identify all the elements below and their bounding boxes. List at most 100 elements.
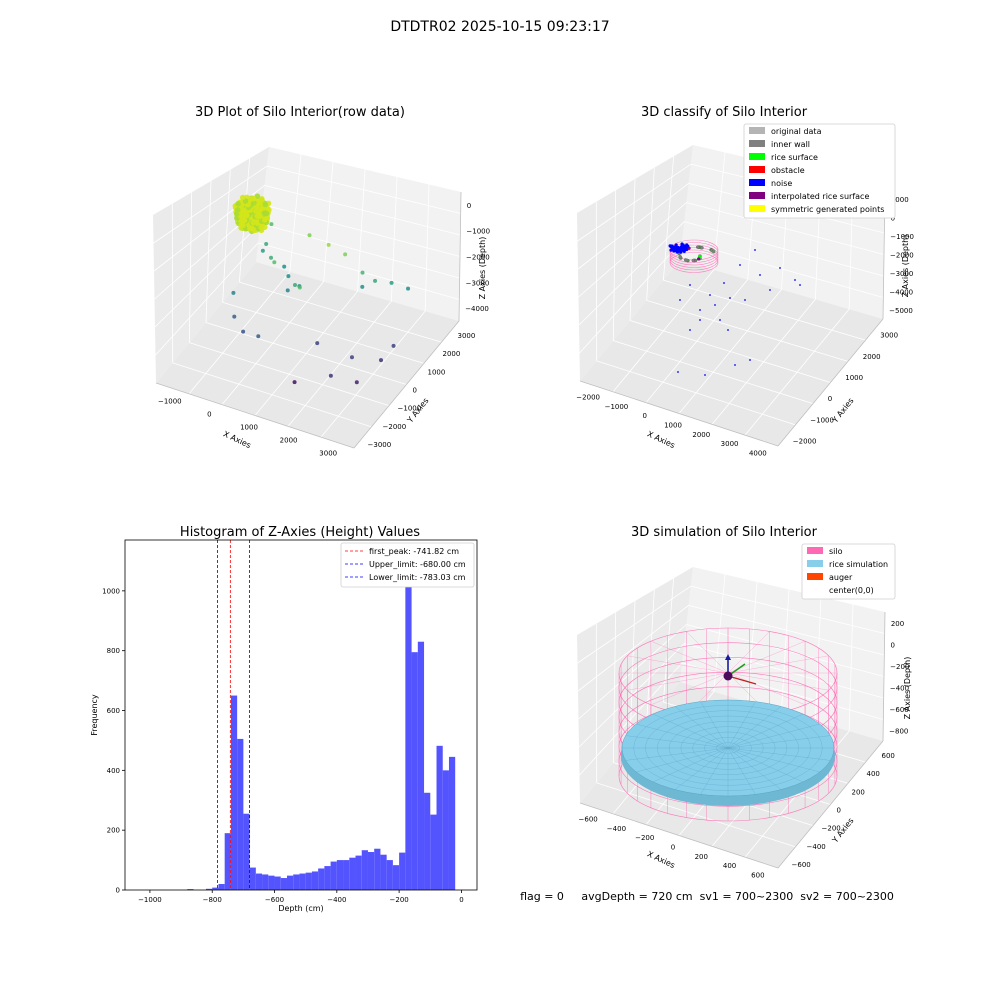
panel-classify-box: −2000 −1000 0 1000 2000 3000 4000 −2000 −1000 0 10… [576, 145, 914, 457]
panel-classify-legend: original data inner wall rice surface obsta… [743, 123, 896, 219]
histogram-yticks: 0 200 400 600 800 1000 [102, 587, 125, 895]
rice-mesh-spoke [625, 747, 729, 761]
rice-mesh-spoke [727, 706, 782, 749]
legend-label: silo [829, 547, 843, 556]
scatter-point [379, 358, 384, 363]
scatter-point [391, 343, 396, 348]
cluster-point [259, 196, 265, 203]
silo-spoke [627, 655, 729, 674]
p2-z-tick: −2000 [890, 252, 914, 260]
legend-label: rice simulation [829, 560, 888, 569]
p1-grid-line [266, 165, 461, 214]
histogram-y-tick-label: 1000 [102, 587, 120, 595]
classified-point [700, 246, 704, 250]
scatter-point [354, 380, 359, 385]
rice-mesh-spoke [727, 735, 831, 749]
histogram-bar [224, 833, 231, 890]
p2-y-tick: 1000 [845, 374, 863, 382]
interpolated-ring [669, 244, 719, 266]
noise-point [704, 374, 706, 376]
histogram-bar [280, 878, 287, 890]
legend-frame [743, 123, 896, 219]
histogram-x-tick-label: −800 [203, 896, 222, 904]
histogram-bar [349, 857, 356, 890]
noise-point [671, 246, 675, 250]
noise-point [754, 249, 756, 251]
rice-mesh-spoke [727, 747, 831, 761]
rice-mesh-spoke [652, 747, 729, 783]
histogram-bar [274, 876, 281, 890]
histogram-y-tick-label: 800 [107, 647, 120, 655]
cluster-point [243, 212, 250, 218]
p1-axis-edge [353, 320, 460, 449]
histogram-y-tick-label: 600 [107, 707, 120, 715]
histogram-bar [436, 745, 443, 890]
auger-center [723, 671, 733, 681]
p2-y-tick: −2000 [793, 437, 817, 445]
p1-y-tick: 2000 [443, 350, 461, 358]
classified-point [712, 250, 716, 254]
scatter-point [272, 260, 277, 265]
cluster-point [240, 217, 247, 223]
noise-point [683, 245, 687, 250]
p1-z-tick: −4000 [465, 305, 489, 313]
legend-label: center(0,0) [829, 586, 874, 595]
legend-label: original data [771, 127, 822, 136]
p1-y-tick: 3000 [458, 332, 476, 340]
panel-classify-points [668, 239, 801, 376]
panel-raw-data: 3D Plot of Silo Interior(row data) −1000… [153, 105, 490, 458]
scatter-point [389, 280, 394, 285]
rice-mesh-spoke [674, 747, 729, 790]
p4-z-tick: −400 [890, 684, 909, 692]
histogram-bar [448, 756, 456, 890]
classified-point [697, 257, 701, 261]
p4-x-tick: −600 [579, 816, 598, 824]
noise-point [749, 359, 751, 361]
p1-pane-floor [156, 262, 459, 448]
p2-grid-line [577, 163, 692, 242]
legend-swatch [749, 127, 765, 134]
histogram-bar [268, 875, 275, 890]
p1-axis-edge [155, 382, 355, 449]
silo-spoke [627, 672, 729, 691]
p2-z-tick: 0 [891, 215, 895, 223]
rice-mesh-spoke [674, 706, 729, 749]
interpolated-ring [669, 247, 719, 268]
p4-axis-edge [882, 611, 886, 742]
p4-x-tick: 400 [723, 862, 736, 870]
p1-y-tick: 0 [413, 387, 417, 395]
legend-label: Upper_limit: -680.00 cm [369, 560, 466, 569]
scatter-point [269, 222, 274, 227]
scatter-point [232, 314, 237, 319]
histogram-bar [380, 854, 387, 890]
histogram-bar [392, 865, 400, 890]
p2-y-tick: 3000 [880, 332, 898, 340]
scatter-point [241, 329, 246, 334]
scatter-point [285, 288, 290, 293]
panel-raw-data-xlabel: X Axies [222, 429, 253, 450]
p2-z-tick: −4000 [889, 288, 913, 296]
histogram-bar [255, 873, 263, 890]
legend-swatch [749, 153, 765, 160]
p1-z-tick: 0 [467, 202, 471, 210]
histogram-bar [311, 871, 319, 890]
classified-point [678, 254, 682, 259]
p2-y-tick: −1000 [810, 416, 834, 424]
scatter-point [349, 355, 354, 360]
interpolated-ring [669, 252, 719, 273]
legend-label: inner wall [771, 140, 810, 149]
legend-frame [801, 543, 896, 600]
p1-grid-line [153, 165, 268, 244]
rice-mesh-spoke [652, 713, 729, 749]
auger-x-arrow [727, 675, 757, 685]
p4-x-tick: −400 [607, 825, 626, 833]
silo-spoke [650, 640, 729, 674]
cluster-point [238, 221, 245, 228]
histogram-bar [405, 557, 412, 890]
legend-swatch [807, 573, 823, 580]
p1-z-tick: −1000 [466, 228, 490, 236]
scatter-point [360, 270, 365, 275]
rice-mesh-spoke [700, 701, 729, 749]
cluster-point [239, 194, 246, 201]
rice-mesh-spoke [727, 747, 804, 783]
